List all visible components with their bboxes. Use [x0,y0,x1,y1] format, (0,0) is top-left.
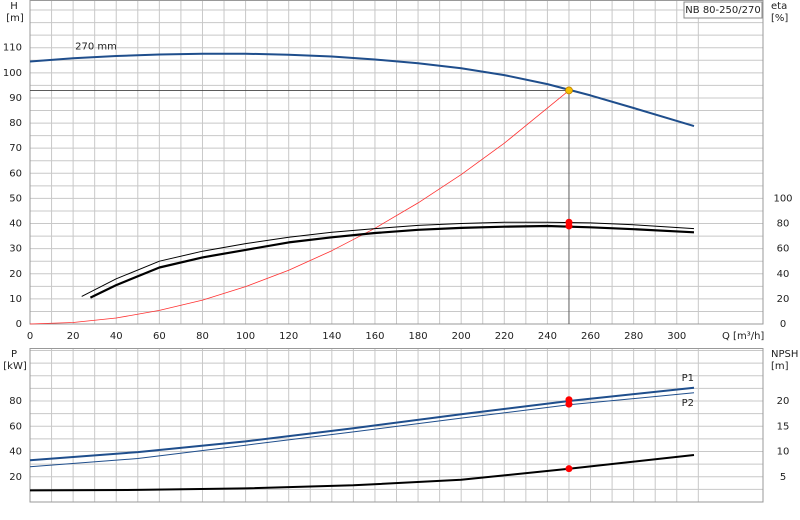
curve [89,224,695,299]
y-tick-label: 50 [9,193,22,204]
x-tick-label: 280 [624,331,643,342]
x-tick-label: 100 [236,331,255,342]
y-tick-label: 60 [9,421,22,432]
series-label: P1 [682,373,694,384]
x-axis-title: Q [m³/h] [722,331,764,342]
y-tick-label: 10 [9,294,22,305]
y2-tick-label: 15 [777,421,790,432]
x-tick-label: 180 [409,331,428,342]
y2-axis-unit: [%] [771,13,788,24]
curve [29,90,570,325]
y-tick-label: 30 [9,244,22,255]
x-tick-label: 60 [153,331,166,342]
y2-tick-label: 40 [777,269,790,280]
y2-tick-label: 10 [777,447,790,458]
y2-axis-title: NPSH [771,349,798,360]
y2-tick-label: 20 [777,396,790,407]
y-tick-label: 20 [9,472,22,483]
plot-frame [29,0,764,325]
chart-title: NB 80-250/270 [685,5,760,16]
x-tick-label: 300 [667,331,686,342]
curve [29,392,695,468]
y2-tick-label: 80 [777,219,790,230]
curve [29,454,695,492]
x-tick-label: 240 [538,331,557,342]
curve [29,52,695,128]
operating-point [565,400,573,408]
y-tick-label: 100 [3,68,22,79]
y-tick-label: 60 [9,168,22,179]
y-tick-label: 110 [3,43,22,54]
y-axis-title: H [10,1,18,12]
y2-tick-label: 0 [780,319,786,330]
y2-tick-label: 20 [777,294,790,305]
curve [81,221,695,297]
y-axis-unit: [kW] [3,361,27,372]
x-tick-label: 140 [322,331,341,342]
plot-frame [29,348,764,503]
y-tick-label: 70 [9,143,22,154]
y-tick-label: 90 [9,93,22,104]
y-tick-label: 40 [9,219,22,230]
y-tick-label: 40 [9,447,22,458]
x-tick-label: 260 [581,331,600,342]
operating-point [565,465,573,473]
x-tick-label: 20 [67,331,80,342]
x-tick-label: 40 [110,331,123,342]
y-tick-label: 20 [9,269,22,280]
y2-tick-label: 60 [777,244,790,255]
operating-point [565,222,573,230]
series-label: P2 [682,398,694,409]
title-box [683,1,763,19]
y2-axis-title: eta [771,1,787,12]
y-axis-title: P [11,349,17,360]
x-tick-label: 160 [365,331,384,342]
plot-grid [29,348,763,502]
operating-point [565,86,573,95]
x-tick-label: 200 [452,331,471,342]
x-tick-label: 220 [495,331,514,342]
x-tick-label: 120 [279,331,298,342]
y2-tick-label: 5 [780,472,786,483]
y-tick-label: 80 [9,396,22,407]
y-axis-unit: [m] [6,13,24,24]
x-tick-label: 80 [196,331,209,342]
x-tick-label: 0 [27,331,33,342]
y-tick-label: 0 [16,319,22,330]
series-label: 270 mm [75,41,117,52]
y2-tick-label: 100 [773,193,792,204]
y-tick-label: 80 [9,118,22,129]
curve [29,386,695,462]
y2-axis-unit: [m] [771,361,789,372]
